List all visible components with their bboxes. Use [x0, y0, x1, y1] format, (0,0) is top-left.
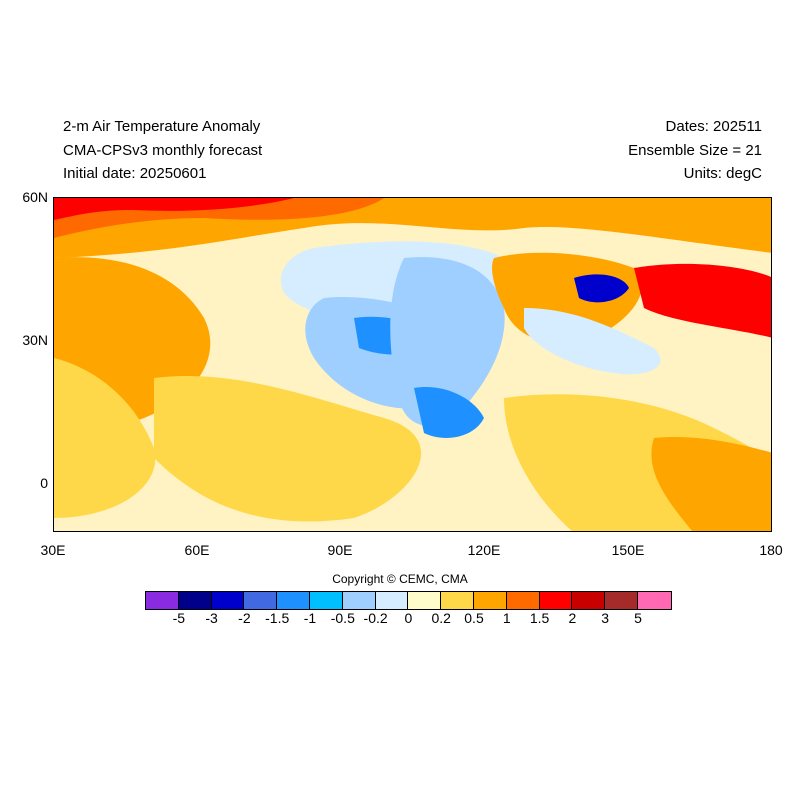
- colorbar-label: 0: [404, 610, 413, 626]
- colorbar-swatch: [539, 592, 573, 609]
- ensemble-size-label: Ensemble Size = 21: [628, 142, 762, 159]
- colorbar-swatch: [506, 592, 540, 609]
- colorbar-label: 1: [502, 610, 511, 626]
- lon-label-120e: 120E: [467, 542, 501, 558]
- colorbar-label: -3: [205, 610, 218, 626]
- colorbar-swatch: [637, 592, 671, 609]
- colorbar-label: -2: [238, 610, 251, 626]
- subtropical-pacific-cool: [524, 308, 661, 375]
- colorbar-label: -5: [172, 610, 186, 626]
- colorbar-swatch: [441, 592, 474, 609]
- colorbar-swatch: [473, 592, 507, 609]
- colorbar: [145, 591, 672, 610]
- warm-africa: [54, 358, 156, 518]
- lat-label-30n: 30N: [22, 332, 48, 348]
- colorbar-label: 3: [601, 610, 610, 626]
- colorbar-label: 2: [568, 610, 577, 626]
- colorbar-label: 0.2: [431, 610, 451, 626]
- colorbar-label: -1.5: [265, 610, 290, 626]
- units-label: Units: degC: [683, 165, 762, 182]
- dates-label: Dates: 202511: [665, 118, 762, 135]
- colorbar-swatch: [277, 592, 310, 609]
- colorbar-swatch: [572, 592, 606, 609]
- colorbar-label: -0.5: [330, 610, 355, 626]
- colorbar-swatch: [605, 592, 638, 609]
- colorbar-label: -1: [303, 610, 317, 626]
- lat-label-0: 0: [40, 475, 48, 491]
- pacific-hot-core: [634, 263, 771, 338]
- colorbar-label: 1.5: [529, 610, 550, 626]
- colorbar-swatch: [211, 592, 245, 609]
- map-canvas: [54, 198, 771, 531]
- colorbar-swatch: [342, 592, 376, 609]
- colorbar-label: 0.5: [464, 610, 484, 626]
- lon-label-150e: 150E: [611, 542, 645, 558]
- colorbar-swatch: [375, 592, 409, 609]
- model-label: CMA-CPSv3 monthly forecast: [63, 142, 263, 159]
- east-china-cool: [390, 257, 505, 427]
- lat-label-60n: 60N: [22, 189, 48, 205]
- colorbar-label: 5: [634, 610, 642, 626]
- map-title: 2-m Air Temperature Anomaly: [63, 118, 261, 135]
- central-pacific-warm: [651, 437, 771, 531]
- colorbar-swatch: [408, 592, 442, 609]
- lon-label-30e: 30E: [40, 542, 66, 558]
- colorbar-label: -0.2: [363, 610, 388, 626]
- japan-cold-core: [574, 274, 629, 303]
- lon-label-180: 180: [759, 542, 783, 558]
- indian-ocean-warm: [154, 376, 422, 522]
- hot-northwest-core: [54, 198, 294, 220]
- indochina-cold-core: [414, 387, 484, 438]
- lon-label-60e: 60E: [184, 542, 210, 558]
- lon-label-90e: 90E: [327, 542, 353, 558]
- colorbar-swatch: [146, 592, 179, 609]
- initial-date-label: Initial date: 20250601: [63, 165, 207, 182]
- colorbar-swatch: [178, 592, 212, 609]
- colorbar-swatch: [309, 592, 343, 609]
- colorbar-swatch: [244, 592, 278, 609]
- copyright-notice: Copyright © CEMC, CMA: [332, 572, 468, 586]
- anomaly-map: [53, 197, 772, 532]
